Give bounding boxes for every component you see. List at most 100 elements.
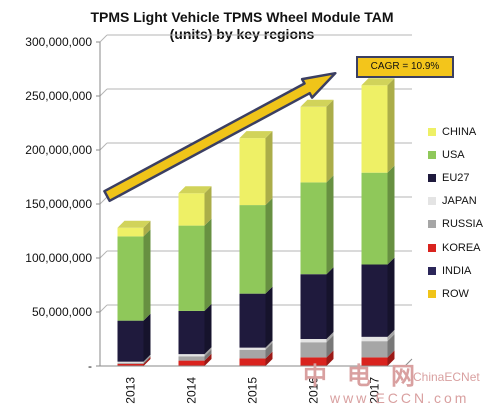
bar-front xyxy=(239,347,266,350)
bar-side xyxy=(143,313,151,362)
bar-front xyxy=(117,361,144,363)
bar-segment-korea-2017 xyxy=(361,350,395,366)
bar-segment-japan-2015 xyxy=(239,340,273,350)
bar-front xyxy=(178,356,205,361)
bar-front xyxy=(300,274,327,339)
bar-front xyxy=(300,357,327,366)
bar-side xyxy=(387,165,395,265)
bar-segment-russia-2015 xyxy=(239,342,273,359)
legend-swatch xyxy=(428,150,436,159)
bar-top xyxy=(178,186,212,194)
legend-item-china: CHINA xyxy=(428,120,494,143)
bar-segment-usa-2013 xyxy=(117,229,151,321)
legend-item-usa: USA xyxy=(428,143,494,166)
x-tick-label: 2016 xyxy=(307,377,321,404)
bar-front xyxy=(300,339,327,343)
bar-segment-china-2015 xyxy=(239,131,273,206)
bar-segment-russia-2013 xyxy=(117,355,151,364)
bar-side xyxy=(387,334,395,358)
bar-segment-japan-2014 xyxy=(178,347,212,357)
growth-arrow-shape xyxy=(103,71,337,203)
bar-side xyxy=(387,329,395,342)
bar-side xyxy=(326,350,334,366)
bar-front xyxy=(300,342,327,358)
bar-front xyxy=(117,320,144,362)
legend-item-russia: RUSSIA xyxy=(428,213,494,236)
x-axis-depth-line xyxy=(404,358,413,367)
grid-line xyxy=(99,250,108,259)
chart-title-line2: (units) by key regions xyxy=(170,26,315,42)
bar-front xyxy=(178,354,205,357)
bar-side xyxy=(265,340,273,350)
bar-segment-eu27-2013 xyxy=(117,313,151,362)
grid-line xyxy=(99,304,108,313)
bar-segment-korea-2013 xyxy=(117,356,151,366)
bar-side xyxy=(204,349,212,361)
legend-item-korea: KOREA xyxy=(428,236,494,259)
bar-front xyxy=(361,341,388,358)
bar-front xyxy=(117,236,144,321)
bar-front xyxy=(178,193,205,226)
bar-side xyxy=(326,267,334,339)
legend-swatch xyxy=(428,266,436,275)
y-tick-label: 100,000,000 xyxy=(25,251,92,265)
y-tick-label: 150,000,000 xyxy=(25,197,92,211)
bar-front xyxy=(361,336,388,342)
legend-label: KOREA xyxy=(442,241,481,254)
y-tick-label: 200,000,000 xyxy=(25,143,92,157)
watermark-cn: 中电网 xyxy=(303,363,435,390)
bar-front xyxy=(361,172,388,265)
bar-front xyxy=(178,225,205,311)
bar-segment-japan-2017 xyxy=(361,329,395,342)
watermark-url: www.ECCN.com xyxy=(330,390,470,406)
bar-side xyxy=(326,175,334,275)
bar-front xyxy=(300,106,327,183)
bar-side xyxy=(326,332,334,343)
bar-segment-eu27-2017 xyxy=(361,257,395,337)
bar-side xyxy=(143,355,151,364)
y-tick-label: 300,000,000 xyxy=(25,35,92,49)
bar-segment-china-2017 xyxy=(361,78,395,173)
bar-front xyxy=(117,227,144,237)
bar-segment-usa-2015 xyxy=(239,198,273,294)
x-tick-label: 2017 xyxy=(368,377,382,404)
bar-segment-eu27-2014 xyxy=(178,303,212,355)
grid-lines xyxy=(99,34,412,313)
legend-swatch xyxy=(428,197,436,206)
legend-label: EU27 xyxy=(442,171,470,184)
bar-side xyxy=(265,342,273,359)
grid-line xyxy=(99,34,108,43)
bar-front xyxy=(239,205,266,294)
legend-label: ROW xyxy=(442,287,469,300)
bar-side xyxy=(387,257,395,337)
bar-segment-japan-2013 xyxy=(117,354,151,363)
bar-front xyxy=(178,310,205,355)
legend-item-india: INDIA xyxy=(428,259,494,282)
watermark-brand: ChinaECNet xyxy=(413,370,480,384)
bar-side xyxy=(265,286,273,348)
bar-side xyxy=(143,354,151,363)
bar-stacks xyxy=(117,78,395,366)
legend-swatch xyxy=(428,289,436,298)
bar-front xyxy=(117,363,144,366)
bar-side xyxy=(326,335,334,358)
bar-front xyxy=(239,138,266,206)
bar-segment-korea-2015 xyxy=(239,351,273,366)
bar-top xyxy=(300,99,334,107)
cagr-label: CAGR = 10.9% xyxy=(356,56,454,78)
bar-front xyxy=(300,182,327,275)
bar-front xyxy=(239,349,266,359)
bar-segment-russia-2017 xyxy=(361,334,395,358)
bar-segment-usa-2014 xyxy=(178,218,212,311)
bar-front xyxy=(239,293,266,348)
grid-line xyxy=(99,196,108,205)
legend-swatch xyxy=(428,127,436,136)
x-tick-label: 2015 xyxy=(246,377,260,404)
bar-top xyxy=(239,131,273,139)
bar-side xyxy=(204,186,212,226)
bar-front xyxy=(361,85,388,173)
growth-arrow xyxy=(103,71,337,203)
bar-segment-korea-2014 xyxy=(178,353,212,366)
bar-side xyxy=(387,78,395,173)
